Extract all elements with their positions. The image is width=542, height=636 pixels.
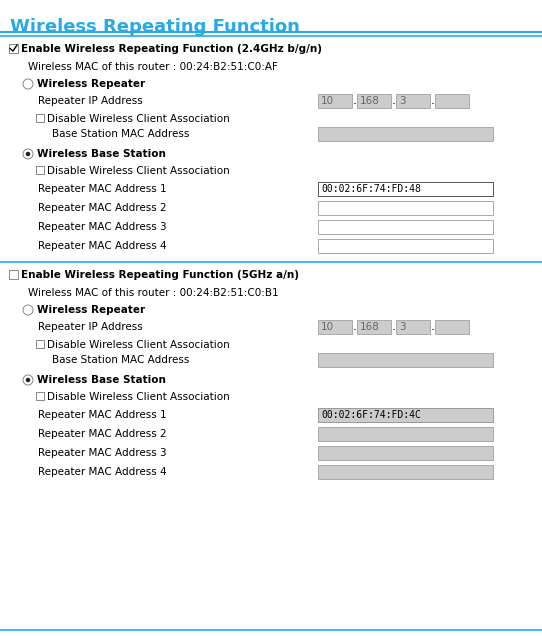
Text: Enable Wireless Repeating Function (5GHz a/n): Enable Wireless Repeating Function (5GHz… <box>21 270 299 279</box>
Bar <box>357 320 391 334</box>
Text: Base Station MAC Address: Base Station MAC Address <box>52 355 189 365</box>
Text: Wireless Repeater: Wireless Repeater <box>37 79 145 89</box>
Bar <box>396 94 430 108</box>
Bar <box>435 94 469 108</box>
Bar <box>36 166 44 174</box>
Text: Disable Wireless Client Association: Disable Wireless Client Association <box>47 392 230 402</box>
Bar <box>357 94 391 108</box>
Bar <box>9 270 18 279</box>
Text: 00:02:6F:74:FD:4C: 00:02:6F:74:FD:4C <box>321 410 421 420</box>
Text: Repeater MAC Address 4: Repeater MAC Address 4 <box>38 241 166 251</box>
Text: Wireless Base Station: Wireless Base Station <box>37 149 166 159</box>
Circle shape <box>23 79 33 89</box>
Circle shape <box>23 375 33 385</box>
Text: Repeater MAC Address 2: Repeater MAC Address 2 <box>38 203 166 213</box>
Text: Enable Wireless Repeating Function (2.4GHz b/g/n): Enable Wireless Repeating Function (2.4G… <box>21 43 322 53</box>
Text: .: . <box>352 321 357 333</box>
Bar <box>318 427 493 441</box>
Bar <box>396 320 430 334</box>
Text: 168: 168 <box>360 96 380 106</box>
Bar <box>318 239 493 253</box>
Bar <box>318 353 493 367</box>
Text: 10: 10 <box>321 96 334 106</box>
Text: .: . <box>430 321 435 333</box>
Circle shape <box>26 378 30 382</box>
Bar <box>435 320 469 334</box>
Bar <box>9 44 18 53</box>
Text: Base Station MAC Address: Base Station MAC Address <box>52 129 189 139</box>
Text: Repeater MAC Address 3: Repeater MAC Address 3 <box>38 448 166 458</box>
Text: Wireless Base Station: Wireless Base Station <box>37 375 166 385</box>
Bar <box>318 320 352 334</box>
Text: 10: 10 <box>321 322 334 332</box>
Text: Wireless MAC of this router : 00:24:B2:51:C0:B1: Wireless MAC of this router : 00:24:B2:5… <box>28 288 279 298</box>
Bar <box>318 182 493 196</box>
Text: Repeater MAC Address 4: Repeater MAC Address 4 <box>38 467 166 477</box>
Text: Wireless MAC of this router : 00:24:B2:51:C0:AF: Wireless MAC of this router : 00:24:B2:5… <box>28 62 278 72</box>
Bar <box>318 201 493 215</box>
Text: .: . <box>430 95 435 107</box>
Text: Repeater MAC Address 1: Repeater MAC Address 1 <box>38 184 166 194</box>
Circle shape <box>23 149 33 159</box>
Bar <box>318 220 493 234</box>
Text: .: . <box>391 321 396 333</box>
Bar <box>318 465 493 479</box>
Text: 00:02:6F:74:FD:48: 00:02:6F:74:FD:48 <box>321 184 421 194</box>
Text: .: . <box>391 95 396 107</box>
Text: Repeater MAC Address 1: Repeater MAC Address 1 <box>38 410 166 420</box>
Bar <box>318 408 493 422</box>
Circle shape <box>26 152 30 156</box>
Bar <box>318 94 352 108</box>
Text: Repeater IP Address: Repeater IP Address <box>38 96 143 106</box>
Text: 168: 168 <box>360 322 380 332</box>
Text: Disable Wireless Client Association: Disable Wireless Client Association <box>47 166 230 176</box>
Text: Disable Wireless Client Association: Disable Wireless Client Association <box>47 114 230 124</box>
Text: Repeater IP Address: Repeater IP Address <box>38 322 143 332</box>
Text: Wireless Repeater: Wireless Repeater <box>37 305 145 315</box>
Text: 3: 3 <box>399 96 405 106</box>
Bar <box>318 127 493 141</box>
Text: Repeater MAC Address 2: Repeater MAC Address 2 <box>38 429 166 439</box>
Bar <box>36 114 44 122</box>
Circle shape <box>23 305 33 315</box>
Bar <box>36 340 44 348</box>
Bar <box>36 392 44 400</box>
Text: Disable Wireless Client Association: Disable Wireless Client Association <box>47 340 230 350</box>
Text: Repeater MAC Address 3: Repeater MAC Address 3 <box>38 222 166 232</box>
Bar <box>318 446 493 460</box>
Text: Wireless Repeating Function: Wireless Repeating Function <box>10 18 300 36</box>
Text: .: . <box>352 95 357 107</box>
Text: 3: 3 <box>399 322 405 332</box>
